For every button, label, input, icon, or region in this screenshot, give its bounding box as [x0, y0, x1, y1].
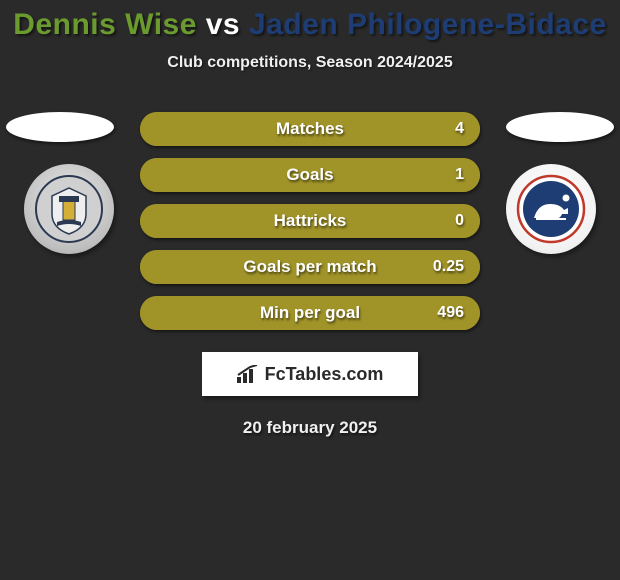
stat-label: Min per goal [140, 303, 480, 323]
subtitle: Club competitions, Season 2024/2025 [0, 54, 620, 72]
crest-left-svg [34, 174, 104, 244]
stat-value-right: 0.25 [433, 258, 464, 276]
date-text: 20 february 2025 [0, 418, 620, 438]
player2-name: Jaden Philogene-Bidace [249, 8, 607, 41]
stat-value-right: 496 [437, 304, 464, 322]
stats-area: Matches4Goals1Hattricks0Goals per match0… [0, 112, 620, 330]
stat-label: Goals per match [140, 257, 480, 277]
stat-label: Matches [140, 119, 480, 139]
page-title: Dennis Wise vs Jaden Philogene-Bidace [0, 0, 620, 42]
stat-row: Min per goal496 [140, 296, 480, 330]
stat-value-right: 4 [455, 120, 464, 138]
flag-ellipse-left [6, 112, 114, 142]
stat-row: Goals1 [140, 158, 480, 192]
club-crest-right [506, 164, 596, 254]
vs-text: vs [197, 8, 249, 41]
chart-icon [237, 365, 259, 383]
stat-row: Matches4 [140, 112, 480, 146]
crest-right-svg [516, 174, 586, 244]
watermark-text: FcTables.com [265, 364, 384, 385]
stat-label: Goals [140, 165, 480, 185]
card-root: Dennis Wise vs Jaden Philogene-Bidace Cl… [0, 0, 620, 580]
stat-value-right: 1 [455, 166, 464, 184]
stat-row: Goals per match0.25 [140, 250, 480, 284]
flag-ellipse-right [506, 112, 614, 142]
player1-name: Dennis Wise [13, 8, 197, 41]
watermark: FcTables.com [202, 352, 418, 396]
stat-row: Hattricks0 [140, 204, 480, 238]
club-crest-left [24, 164, 114, 254]
stat-label: Hattricks [140, 211, 480, 231]
stat-value-right: 0 [455, 212, 464, 230]
